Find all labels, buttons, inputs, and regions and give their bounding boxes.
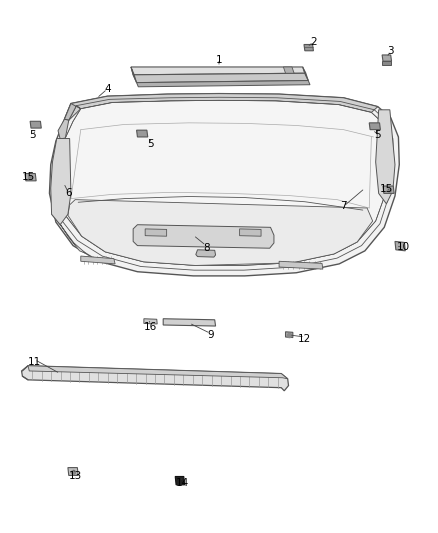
Text: 16: 16: [144, 321, 157, 332]
Polygon shape: [49, 94, 399, 276]
Polygon shape: [133, 225, 274, 248]
Text: 5: 5: [374, 130, 381, 140]
Text: 11: 11: [28, 357, 41, 367]
Text: 5: 5: [29, 130, 35, 140]
Polygon shape: [283, 67, 294, 73]
Polygon shape: [286, 332, 293, 337]
Polygon shape: [64, 94, 378, 120]
Polygon shape: [163, 319, 215, 326]
Polygon shape: [175, 477, 185, 485]
Polygon shape: [304, 45, 314, 51]
Polygon shape: [369, 123, 380, 130]
Text: 9: 9: [207, 330, 214, 341]
Polygon shape: [137, 130, 148, 137]
Polygon shape: [131, 67, 137, 83]
Text: 3: 3: [387, 46, 394, 56]
Text: 1: 1: [215, 55, 223, 65]
Polygon shape: [303, 67, 308, 80]
Text: 13: 13: [69, 472, 82, 481]
Text: 4: 4: [104, 84, 111, 94]
Polygon shape: [52, 214, 86, 254]
Text: 10: 10: [397, 241, 410, 252]
Polygon shape: [59, 100, 389, 265]
Polygon shape: [279, 261, 323, 269]
Text: 2: 2: [310, 37, 317, 47]
Polygon shape: [395, 241, 405, 251]
Polygon shape: [145, 229, 166, 236]
Polygon shape: [68, 467, 78, 475]
Polygon shape: [376, 110, 395, 204]
Polygon shape: [144, 319, 157, 324]
Polygon shape: [21, 366, 289, 391]
Polygon shape: [383, 186, 394, 193]
Text: 6: 6: [65, 188, 72, 198]
Polygon shape: [81, 256, 115, 264]
Text: 14: 14: [176, 478, 189, 488]
Polygon shape: [51, 139, 71, 225]
Text: 12: 12: [298, 334, 311, 344]
Polygon shape: [25, 174, 36, 181]
Polygon shape: [64, 103, 81, 120]
Polygon shape: [240, 229, 261, 236]
Polygon shape: [196, 250, 215, 257]
Polygon shape: [28, 366, 288, 379]
Polygon shape: [58, 119, 69, 139]
Polygon shape: [133, 73, 308, 83]
Polygon shape: [68, 200, 373, 265]
Text: 15: 15: [21, 172, 35, 182]
Polygon shape: [382, 61, 391, 66]
Text: 8: 8: [203, 243, 209, 253]
Text: 5: 5: [147, 139, 154, 149]
Text: 7: 7: [340, 201, 347, 212]
Text: 15: 15: [380, 184, 393, 194]
Polygon shape: [131, 67, 305, 75]
Polygon shape: [30, 122, 41, 128]
Polygon shape: [137, 80, 310, 87]
Polygon shape: [382, 55, 392, 61]
